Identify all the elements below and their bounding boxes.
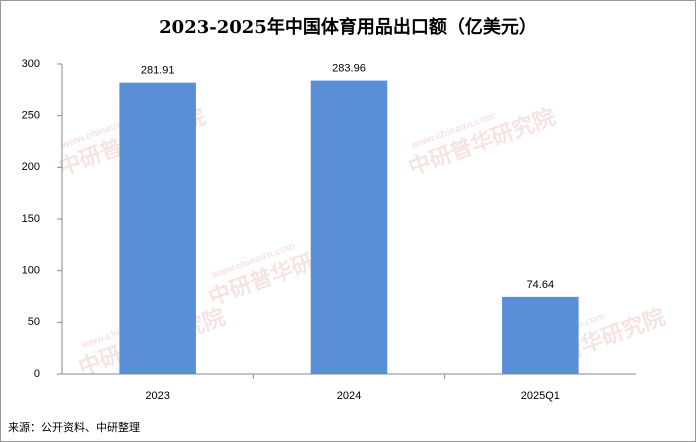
x-tick-label: 2024 [337,390,361,402]
value-label: 283.96 [332,62,366,74]
x-tick-label: 2023 [145,390,169,402]
bar [502,296,579,374]
source-note: 来源：公开资料、中研整理 [8,420,140,434]
y-tick-label: 200 [22,161,40,173]
y-tick-label: 100 [22,265,40,277]
y-tick-label: 150 [22,213,40,225]
x-tick-label: 2025Q1 [521,390,560,402]
y-tick-label: 250 [22,110,40,122]
chart-title: 2023-2025年中国体育用品出口额（亿美元） [159,16,537,38]
y-tick-label: 50 [28,316,40,328]
bar [310,80,388,374]
value-label: 74.64 [527,279,555,291]
value-label: 281.91 [141,65,175,77]
y-tick-label: 300 [22,58,40,70]
bar [119,82,196,375]
y-tick-label: 0 [34,368,40,380]
